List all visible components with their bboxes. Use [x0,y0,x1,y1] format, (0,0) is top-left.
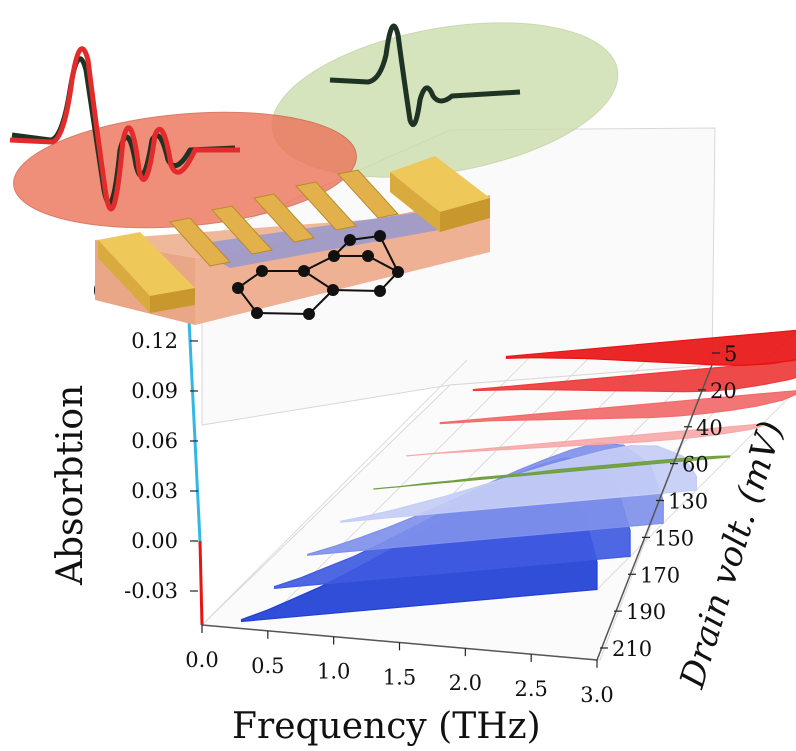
x-tick-label: 3.0 [580,683,613,707]
y-tick-label: 0.12 [131,329,178,353]
gate-finger [253,193,315,243]
x-tick-label: 2.0 [449,671,482,695]
atom [328,250,340,262]
output-pulse [329,23,521,127]
atom [327,284,339,296]
atom [251,307,263,319]
device-schematic [9,22,619,325]
atom [303,308,315,320]
x-tick-label: 1.0 [317,660,350,684]
pad-top [98,232,195,296]
gate-finger [169,217,231,267]
atom [374,285,386,297]
grid-line [201,359,468,626]
atom [362,250,374,262]
gate-fingers [169,169,399,267]
z-tick-label: 150 [654,526,694,550]
source-pad [98,232,195,313]
channel [190,212,450,268]
gate-finger [337,169,399,219]
series-170-mV [439,390,796,425]
series-190-mV [472,359,796,393]
z-tick-label: 40 [696,416,723,440]
atom [232,282,244,294]
y-axis-title: Absorbtion [50,385,91,586]
y-tick-label: 0.00 [131,529,178,553]
y-tick-label: 0.06 [131,429,178,453]
drain-pad [390,156,490,232]
x-axis-title: Frequency (THz) [232,706,541,747]
series-210-mV [505,329,796,367]
pad-front [150,288,195,313]
gate-finger [295,181,357,231]
y-axis-line-negative [198,540,204,626]
x-tick-label: 2.5 [514,677,547,701]
z-tick-label: 130 [668,490,708,514]
series-150-mV [405,423,764,457]
z-tick-label: 190 [626,600,666,624]
pad-front [440,198,490,232]
atom [256,265,268,277]
x-tick-label: 0.5 [251,654,284,678]
y-tick-label: 0.09 [131,379,178,403]
gate-finger [211,205,273,255]
z-tick-label: 20 [710,379,737,403]
z-tick-label: 60 [682,453,709,477]
atom [392,266,404,278]
input-pulse-red [9,46,240,212]
pad-side [98,240,150,313]
x-tick-label: 0.0 [185,648,218,672]
atom [344,234,356,246]
series-130-mV [373,455,731,490]
z-tick-label: 210 [612,637,652,661]
z-tick-label: 170 [640,563,680,587]
y-tick-label: 0.03 [131,479,178,503]
pad-top [390,156,490,212]
y-tick-label: -0.03 [124,579,178,603]
z-tick-label: 5 [724,342,737,366]
graphene-atoms [232,230,404,320]
x-tick-label: 1.5 [383,665,416,689]
y-axis-line-positive [186,299,202,542]
atom [298,265,310,277]
pad-side [390,172,440,232]
lattice-bond [333,234,399,273]
atom [374,230,386,242]
surface [240,329,796,623]
